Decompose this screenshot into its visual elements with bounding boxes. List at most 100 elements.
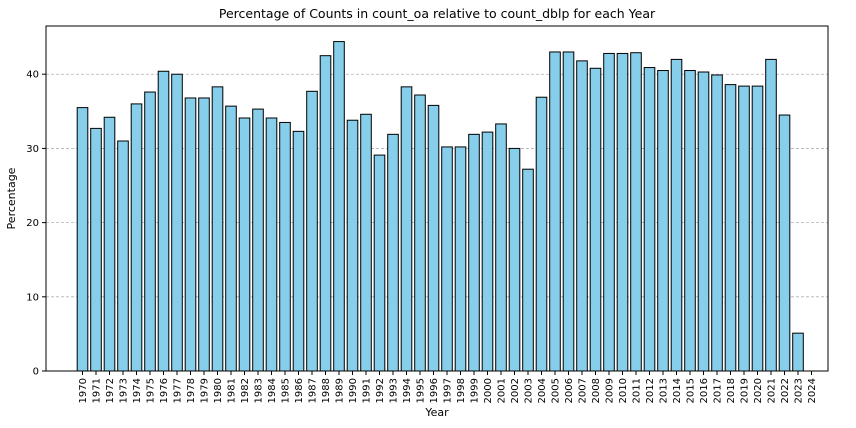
bar-2005	[549, 51, 561, 372]
bar-2021	[765, 58, 777, 372]
x-tick-label: 2005	[551, 378, 562, 403]
x-tick-label: 2003	[524, 378, 535, 403]
bar-2017	[711, 74, 723, 372]
bar-1982	[238, 117, 251, 372]
x-tick-label: 2017	[713, 378, 724, 403]
x-tick-label: 2022	[780, 378, 791, 403]
bar-1977	[171, 73, 183, 372]
bar-1975	[144, 91, 156, 372]
x-tick-label: 2008	[591, 378, 602, 403]
y-tick-label: 30	[26, 144, 39, 155]
x-tick-label: 1971	[92, 378, 103, 403]
x-tick-label: 1999	[470, 378, 481, 403]
bar-1989	[333, 41, 345, 372]
bar-2023	[792, 332, 804, 372]
x-tick-label: 2018	[726, 378, 737, 403]
bar-2011	[630, 52, 642, 372]
bar-1999	[468, 133, 480, 372]
x-tick-label: 2010	[618, 378, 629, 403]
x-tick-label: 1980	[213, 378, 224, 403]
bar-2014	[670, 58, 683, 372]
x-axis-ticks: 1970 1971 1972 1973 1974 1975 1976 1977 1978 1979…	[78, 371, 818, 403]
x-tick-label: 1995	[416, 378, 427, 403]
x-tick-label: 2024	[807, 378, 818, 403]
x-tick-label: 1989	[335, 378, 346, 403]
bar-1985	[279, 121, 291, 372]
x-tick-label: 2012	[645, 378, 656, 403]
x-tick-label: 1970	[78, 378, 89, 403]
x-tick-label: 2006	[564, 378, 575, 403]
x-axis-label: Year	[424, 406, 449, 419]
bar-1971	[90, 127, 102, 372]
x-tick-label: 2020	[753, 378, 764, 403]
bar-2020	[751, 85, 764, 372]
bar-2001	[495, 123, 507, 372]
bar-1979	[198, 97, 210, 372]
y-tick-label: 0	[33, 367, 39, 378]
bar-1970	[76, 107, 89, 372]
bar-2007	[576, 60, 588, 372]
x-tick-label: 2002	[510, 378, 521, 403]
bar-2008	[589, 67, 602, 372]
bar-2002	[508, 147, 521, 372]
bar-2009	[603, 52, 615, 372]
x-tick-label: 1973	[119, 378, 130, 403]
x-tick-label: 2023	[794, 378, 805, 403]
bar-1995	[414, 94, 426, 372]
x-tick-label: 1983	[254, 378, 265, 403]
bar-1981	[225, 105, 237, 372]
x-tick-label: 2013	[659, 378, 670, 403]
bar-1986	[292, 130, 305, 372]
x-tick-label: 2015	[686, 378, 697, 403]
bar-1988	[319, 55, 332, 372]
bar-1972	[103, 116, 116, 372]
x-tick-label: 1993	[389, 378, 400, 403]
bars-group	[76, 41, 804, 372]
y-tick-label: 20	[26, 218, 39, 229]
y-tick-label: 10	[26, 292, 39, 303]
x-tick-label: 1985	[281, 378, 292, 403]
plot-frame	[45, 25, 829, 372]
x-tick-label: 2007	[578, 378, 589, 403]
y-axis-ticks: 0 10 20 30 40	[26, 70, 46, 378]
x-tick-label: 2004	[537, 378, 548, 403]
bar-1980	[211, 86, 224, 372]
bar-2004	[535, 96, 548, 372]
bar-2022	[778, 114, 791, 372]
x-tick-label: 2000	[483, 378, 494, 403]
bar-1978	[184, 97, 197, 372]
x-tick-label: 1998	[456, 378, 467, 403]
bar-1994	[400, 86, 413, 372]
bar-2000	[481, 131, 494, 372]
bar-1984	[265, 117, 278, 372]
x-tick-label: 2016	[699, 378, 710, 403]
bar-2015	[684, 70, 696, 372]
x-tick-label: 2011	[632, 378, 643, 403]
bar-2013	[657, 70, 669, 372]
x-tick-label: 1981	[227, 378, 238, 403]
x-tick-label: 2014	[672, 378, 683, 403]
bar-2003	[522, 168, 534, 372]
x-tick-label: 1976	[159, 378, 170, 403]
bar-1974	[130, 103, 143, 372]
x-tick-label: 1975	[146, 378, 157, 403]
x-tick-label: 1986	[294, 378, 305, 403]
x-tick-label: 1996	[429, 378, 440, 403]
x-tick-label: 1974	[132, 378, 143, 403]
bar-1996	[427, 104, 440, 372]
bar-1992	[373, 154, 386, 372]
x-tick-label: 2021	[767, 378, 778, 403]
x-tick-label: 1982	[240, 378, 251, 403]
x-tick-label: 1978	[186, 378, 197, 403]
bar-1998	[454, 146, 467, 372]
x-tick-label: 1977	[173, 378, 184, 403]
x-tick-label: 1991	[362, 378, 373, 403]
bar-1991	[360, 113, 372, 372]
x-tick-label: 1979	[200, 378, 211, 403]
bar-2016	[697, 71, 710, 372]
bar-2018	[724, 84, 737, 372]
bar-1983	[252, 108, 264, 372]
x-tick-label: 1997	[443, 378, 454, 403]
